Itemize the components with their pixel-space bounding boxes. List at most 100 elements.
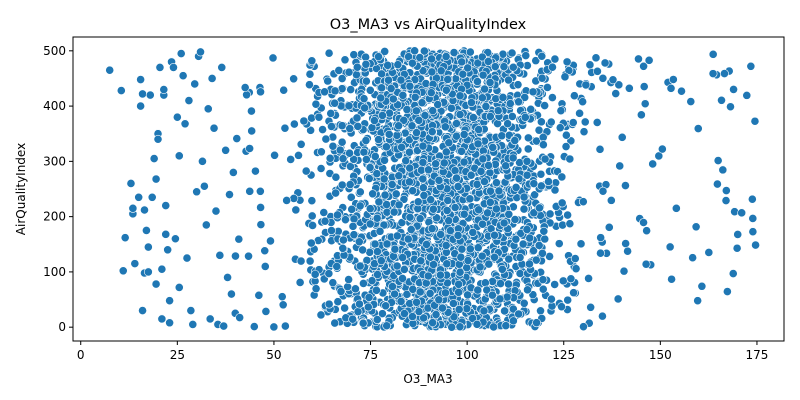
data-point: [538, 275, 548, 285]
data-point: [365, 163, 375, 172]
data-point: [596, 248, 605, 258]
data-point: [748, 227, 758, 237]
data-point: [390, 244, 400, 254]
data-point: [617, 132, 627, 142]
data-point: [593, 66, 602, 76]
data-point: [456, 252, 466, 262]
data-point: [398, 90, 408, 100]
data-point: [337, 74, 347, 83]
data-point: [427, 224, 437, 234]
data-point: [532, 136, 541, 146]
data-point: [726, 102, 735, 112]
data-point: [592, 118, 602, 127]
data-point: [538, 132, 548, 142]
plot-frame: [72, 36, 785, 342]
data-point: [453, 231, 463, 240]
data-point: [487, 290, 497, 300]
data-point: [407, 58, 417, 68]
data-point: [504, 209, 514, 219]
data-point: [345, 180, 355, 189]
data-point: [569, 91, 579, 101]
data-point: [234, 234, 244, 244]
data-point: [161, 229, 171, 239]
data-point: [484, 160, 493, 170]
data-point: [334, 66, 344, 75]
data-point: [510, 215, 520, 224]
data-point: [438, 303, 447, 313]
data-point: [305, 80, 314, 90]
data-point: [500, 306, 509, 316]
data-point: [255, 186, 265, 196]
data-point: [510, 136, 520, 146]
data-point: [575, 108, 584, 118]
data-point: [449, 48, 459, 57]
data-point: [485, 77, 495, 87]
data-point: [444, 138, 454, 148]
data-point: [561, 142, 571, 151]
data-point: [538, 248, 547, 258]
data-point: [404, 52, 413, 62]
data-point: [501, 161, 511, 171]
data-point: [324, 48, 334, 58]
data-point: [176, 49, 186, 58]
data-point: [227, 289, 236, 299]
data-point: [425, 288, 435, 298]
data-point: [330, 318, 340, 328]
data-point: [562, 57, 572, 67]
data-point: [708, 69, 718, 79]
data-point: [380, 47, 390, 56]
data-point: [399, 265, 409, 274]
data-point: [586, 302, 596, 312]
data-point: [578, 197, 588, 207]
data-point: [221, 145, 231, 155]
data-point: [374, 135, 383, 144]
data-point: [450, 166, 460, 176]
data-point: [455, 91, 465, 101]
data-point: [337, 137, 347, 147]
data-point: [245, 186, 255, 196]
data-point: [473, 285, 483, 295]
data-point: [416, 256, 426, 266]
data-point: [367, 276, 377, 286]
data-point: [404, 177, 414, 187]
data-point: [697, 281, 707, 291]
data-point: [358, 245, 367, 255]
data-point: [729, 85, 738, 94]
data-point: [525, 233, 535, 243]
data-point: [473, 77, 482, 86]
data-point: [641, 259, 651, 269]
data-point: [468, 113, 478, 122]
data-point: [427, 67, 437, 77]
data-point: [318, 125, 327, 135]
data-point: [554, 239, 564, 249]
data-point: [560, 72, 570, 82]
data-point: [345, 148, 354, 158]
data-point: [528, 87, 538, 97]
data-point: [364, 174, 374, 183]
data-point: [140, 205, 149, 215]
data-point: [518, 239, 528, 249]
data-point: [373, 247, 382, 256]
data-point: [540, 234, 550, 244]
data-point: [411, 106, 421, 116]
data-point: [331, 172, 341, 182]
data-point: [519, 298, 529, 308]
data-point: [442, 206, 452, 215]
data-point: [452, 173, 461, 183]
data-point: [310, 269, 320, 279]
data-point: [611, 89, 621, 98]
data-point: [433, 100, 443, 109]
data-point: [671, 203, 681, 213]
data-point: [550, 54, 560, 64]
data-point: [223, 273, 232, 282]
data-point: [748, 214, 758, 223]
data-point: [668, 75, 678, 84]
data-point: [713, 179, 722, 189]
data-point: [307, 196, 317, 206]
data-point: [424, 165, 433, 175]
data-point: [693, 124, 703, 133]
data-point: [556, 106, 566, 116]
data-point: [481, 102, 491, 111]
data-point: [348, 221, 358, 231]
data-point: [444, 216, 454, 226]
